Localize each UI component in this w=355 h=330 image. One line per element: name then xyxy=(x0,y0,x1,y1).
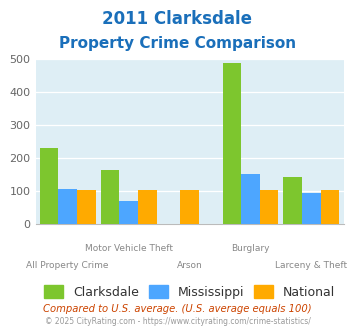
Bar xyxy=(283,177,302,224)
Text: 2011 Clarksdale: 2011 Clarksdale xyxy=(103,10,252,28)
Text: All Property Crime: All Property Crime xyxy=(26,260,109,270)
Text: Compared to U.S. average. (U.S. average equals 100): Compared to U.S. average. (U.S. average … xyxy=(43,304,312,314)
Bar xyxy=(77,190,95,224)
Legend: Clarksdale, Mississippi, National: Clarksdale, Mississippi, National xyxy=(39,280,340,304)
Bar xyxy=(302,193,321,224)
Bar xyxy=(180,190,199,224)
Text: Larceny & Theft: Larceny & Theft xyxy=(275,260,348,270)
Text: Burglary: Burglary xyxy=(231,244,270,253)
Bar xyxy=(58,189,77,224)
Text: Arson: Arson xyxy=(177,260,202,270)
Bar xyxy=(138,190,157,224)
Bar xyxy=(119,201,138,224)
Bar xyxy=(40,148,58,224)
Text: Property Crime Comparison: Property Crime Comparison xyxy=(59,36,296,51)
Bar xyxy=(321,190,339,224)
Bar xyxy=(241,174,260,224)
Bar xyxy=(223,63,241,224)
Bar xyxy=(101,170,119,224)
Text: Motor Vehicle Theft: Motor Vehicle Theft xyxy=(84,244,173,253)
Text: © 2025 CityRating.com - https://www.cityrating.com/crime-statistics/: © 2025 CityRating.com - https://www.city… xyxy=(45,317,310,326)
Bar xyxy=(260,190,278,224)
